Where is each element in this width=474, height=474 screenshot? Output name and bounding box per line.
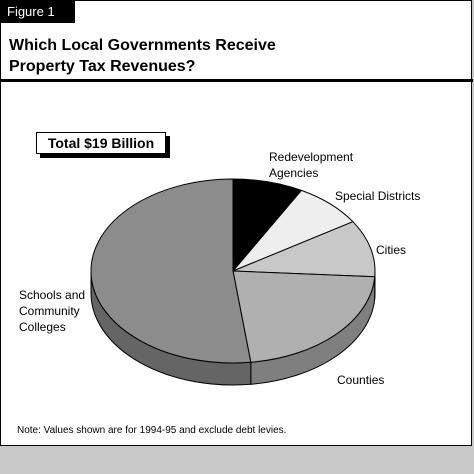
pie-slice-3 [232, 270, 376, 363]
slice-label-special-districts: Special Districts [335, 189, 421, 203]
pie-slice-4 [90, 178, 252, 364]
figure-number-tab: Figure 1 [1, 1, 75, 23]
pie-slice-2 [232, 221, 376, 278]
footnote: Note: Values shown are for 1994-95 and e… [17, 425, 287, 436]
chart-title-line-2: Property Tax Revenues? [9, 58, 196, 75]
slice-label-schools: Schools and Community Colleges [19, 288, 86, 334]
title-divider [1, 79, 473, 82]
slice-label-cities: Cities [376, 243, 407, 257]
pie-chart [90, 178, 376, 386]
figure-panel: Figure 1 Which Local Governments Receive… [0, 0, 473, 446]
slice-label-counties: Counties [337, 373, 385, 387]
pie-top [90, 178, 376, 364]
total-callout: Total $19 Billion [36, 132, 166, 154]
chart-title-line-1: Which Local Governments Receive [9, 37, 276, 54]
slice-label-redevelopment: Redevelopment Agencies [269, 150, 354, 180]
chart-title: Which Local Governments Receive Property… [9, 35, 449, 77]
